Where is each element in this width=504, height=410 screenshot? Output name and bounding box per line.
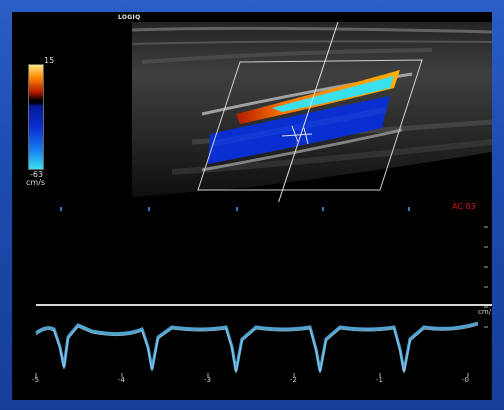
bmode-color-doppler-image (132, 22, 492, 202)
time-axis-label: -4 (118, 376, 125, 384)
logiq-logo: LOGIQ (118, 14, 141, 21)
spectral-baseline (36, 304, 492, 306)
color-velocity-scale (28, 64, 44, 170)
spectral-unit-label: cm/ (478, 308, 492, 316)
ultrasound-screen: LOGIQ 15 -63 cm/s (12, 12, 492, 400)
spectral-doppler-trace (35, 207, 488, 377)
color-scale-max-label: 15 (44, 56, 55, 65)
acoustic-output-label: AC 83 (452, 202, 476, 211)
color-scale-unit-label: cm/s (26, 178, 46, 187)
color-scale-min-label: -63 (30, 170, 44, 179)
time-axis-label: -3 (204, 376, 211, 384)
time-axis-label: -1 (376, 376, 383, 384)
time-axis-label: -5 (32, 376, 39, 384)
time-axis-label: -2 (290, 376, 297, 384)
time-axis-label: -0 (462, 376, 469, 384)
